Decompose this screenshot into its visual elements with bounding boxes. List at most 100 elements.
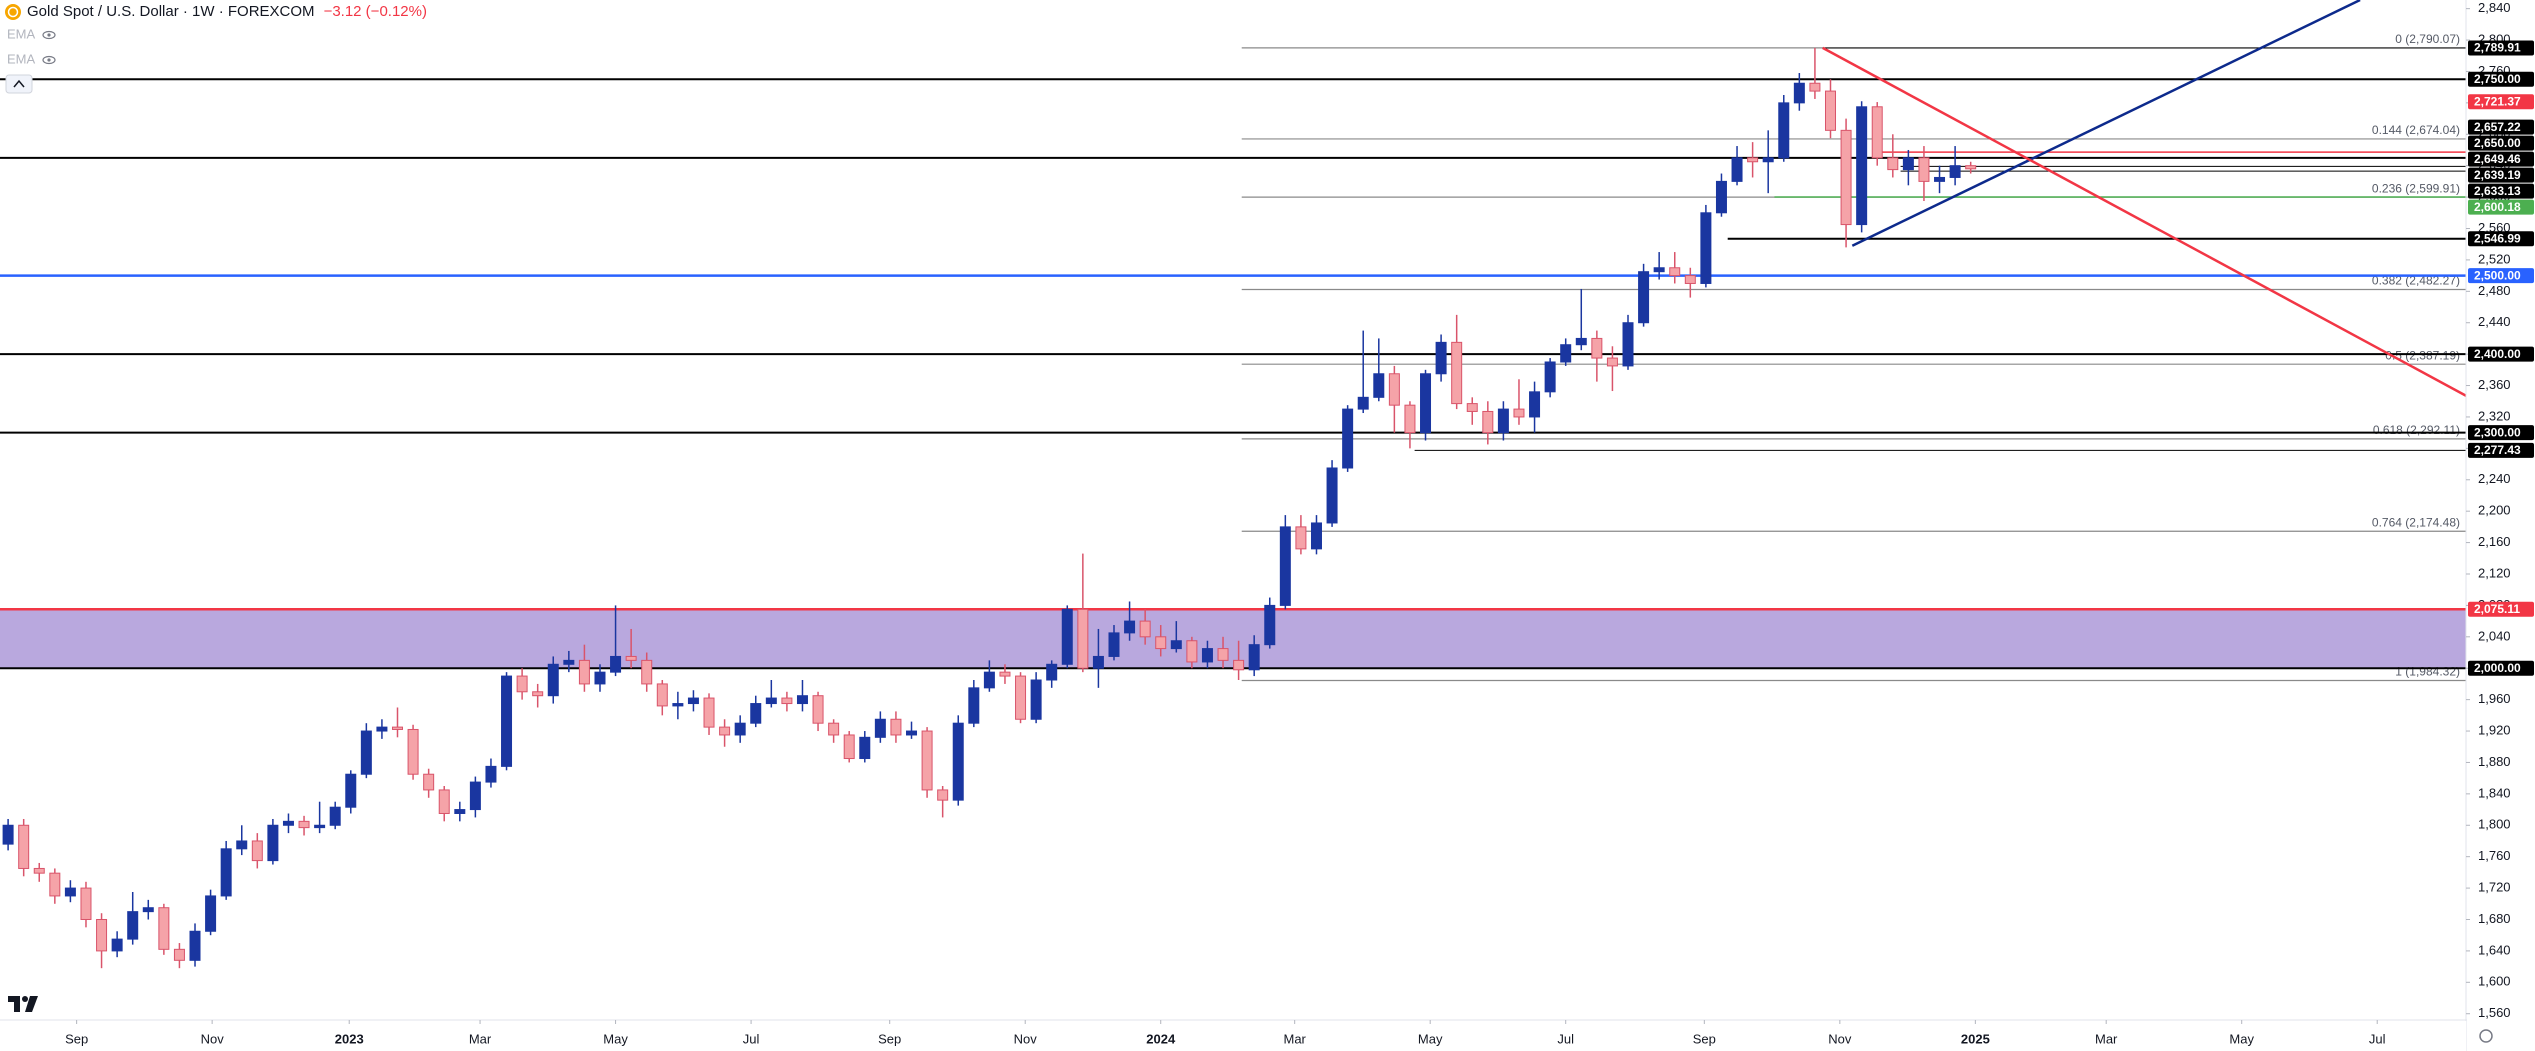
fib-label: 0.236 (2,599.91) <box>2372 181 2460 195</box>
candle-body <box>1388 373 1400 406</box>
candle-body <box>205 895 217 932</box>
candle-body <box>1310 522 1322 550</box>
candle-body <box>1747 157 1759 163</box>
price-tag <box>2468 601 2534 617</box>
candle-body <box>1965 165 1977 170</box>
candle-body <box>906 730 918 736</box>
candle-body <box>1217 648 1229 661</box>
price-tag <box>2468 40 2534 56</box>
y-tick-label: 1,800 <box>2478 817 2511 832</box>
candle-body <box>469 781 481 811</box>
price-tag <box>2468 71 2534 87</box>
eye-icon-pupil <box>47 33 51 37</box>
candle-body <box>781 697 793 705</box>
y-tick-label: 2,320 <box>2478 408 2511 423</box>
price-tag <box>2468 119 2534 135</box>
trend-line <box>1822 46 2467 397</box>
candle-body <box>1279 526 1291 606</box>
candle-body <box>1700 212 1712 284</box>
candle-body <box>796 695 808 705</box>
price-tag <box>2468 268 2534 284</box>
candle-body <box>656 683 668 707</box>
support-zone <box>0 609 2466 669</box>
candle-body <box>625 655 637 661</box>
candle-body <box>111 938 123 952</box>
candle-body <box>687 697 699 705</box>
eye-icon-pupil <box>47 58 51 62</box>
candle-body <box>360 730 372 775</box>
eye-icon[interactable] <box>42 55 56 65</box>
candle-body <box>267 824 279 862</box>
candle-body <box>1108 632 1120 657</box>
candle-body <box>812 695 824 724</box>
header: Gold Spot / U.S. Dollar · 1W · FOREXCOM −… <box>5 3 427 94</box>
candle-body <box>1622 322 1634 367</box>
y-tick-label: 2,160 <box>2478 534 2511 549</box>
candle-body <box>1139 620 1151 638</box>
y-tick-label: 1,960 <box>2478 691 2511 706</box>
y-tick-label: 1,680 <box>2478 911 2511 926</box>
candle-body <box>1233 659 1245 671</box>
candle-body <box>516 675 528 693</box>
candle-body <box>189 930 201 961</box>
eye-icon[interactable] <box>42 30 56 40</box>
candle-body <box>1871 106 1883 159</box>
logo-part <box>8 996 20 1012</box>
candle-body <box>142 907 154 913</box>
candle-body <box>64 887 76 897</box>
y-tick-label: 1,720 <box>2478 880 2511 895</box>
candle-body <box>1248 644 1260 671</box>
plot-area: 0 (2,790.07) 0.144 (2,674.04) 0.236 (2,599… <box>0 0 2467 969</box>
price-tag-label: 2,639.19 <box>2474 168 2521 182</box>
candle-body <box>1373 373 1385 398</box>
tradingview-logo <box>8 996 38 1012</box>
y-tick-label: 1,640 <box>2478 942 2511 957</box>
fib-label: 0.144 (2,674.04) <box>2372 123 2460 137</box>
candle-body <box>1015 675 1027 720</box>
candle-body <box>1840 129 1852 226</box>
candle-body <box>158 907 170 950</box>
candle-body <box>1684 275 1696 284</box>
price-tag-label: 2,075.11 <box>2474 602 2520 616</box>
candle-body <box>173 948 185 961</box>
candle-body <box>1264 604 1276 646</box>
y-tick-label: 2,440 <box>2478 314 2511 329</box>
candle-body <box>1606 357 1618 367</box>
candle-body <box>1715 180 1727 214</box>
candle-body <box>828 722 840 736</box>
candle-body <box>1186 640 1198 663</box>
price-tag-label: 2,650.00 <box>2474 136 2521 150</box>
candle-body <box>1201 648 1213 663</box>
candle-body <box>719 726 731 736</box>
candle-body <box>1061 608 1073 665</box>
candle-body <box>1466 403 1478 412</box>
candle-body <box>236 840 248 850</box>
collapse-button[interactable] <box>5 74 33 94</box>
price-tag-label: 2,300.00 <box>2474 425 2521 439</box>
time-axis-bg <box>0 1021 2466 1051</box>
candle-body <box>2 824 14 845</box>
settings-icon[interactable] <box>2479 1029 2493 1043</box>
candle-body <box>18 824 30 869</box>
price-tag <box>2468 231 2534 247</box>
candle-body <box>734 722 746 736</box>
y-tick-label: 2,840 <box>2478 0 2511 15</box>
candle-body <box>1918 157 1930 182</box>
price-tag-label: 2,600.18 <box>2474 200 2521 214</box>
x-tick-label: 2025 <box>1961 1031 1990 1046</box>
candle-body <box>641 659 653 685</box>
logo-part <box>25 996 38 1012</box>
price-change: −3.12 (−0.12%) <box>324 3 427 20</box>
x-tick-label: Sep <box>878 1031 901 1046</box>
price-tag <box>2468 199 2534 215</box>
y-tick-label: 2,200 <box>2478 503 2511 518</box>
candle-body <box>532 691 544 697</box>
candle-body <box>921 730 933 791</box>
settings-gear[interactable] <box>2479 1029 2493 1043</box>
price-tag-label: 2,633.13 <box>2474 184 2521 198</box>
candle-body <box>578 659 590 685</box>
y-tick-label: 2,480 <box>2478 283 2511 298</box>
